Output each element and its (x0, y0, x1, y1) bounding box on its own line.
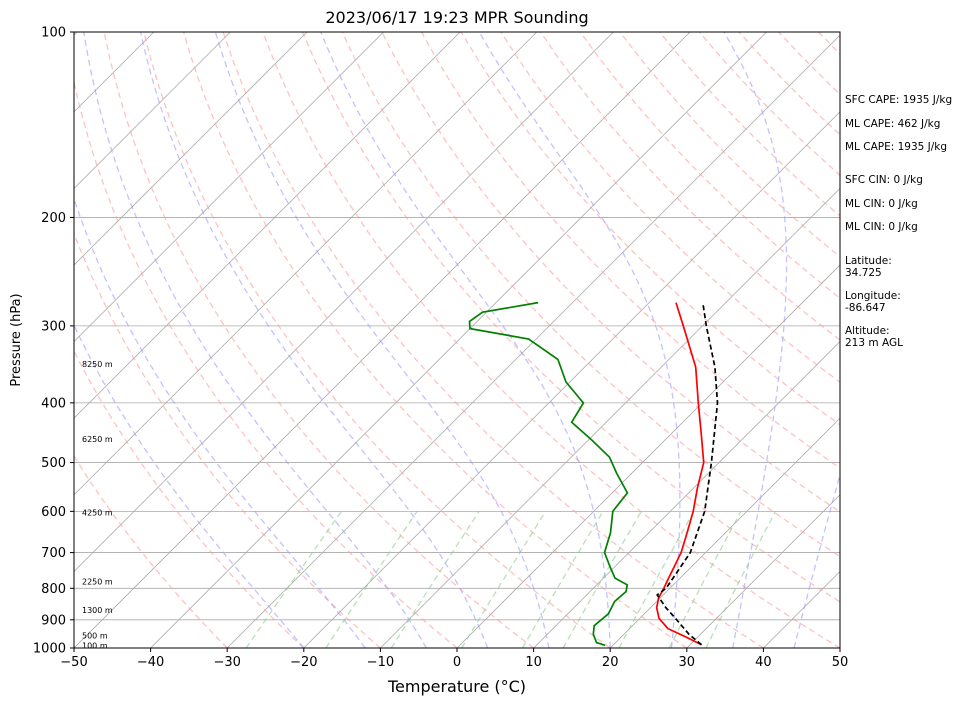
isotherm-line (74, 32, 384, 343)
isotherm-line (74, 32, 691, 648)
moist-adiabat-line (214, 32, 550, 648)
height-label: 100 m (82, 641, 108, 650)
isotherm-line (609, 417, 840, 648)
x-tick-label: −40 (137, 655, 164, 670)
dry-adiabat-line (262, 32, 840, 648)
sfc-cin-label: SFC CIN: 0 J/kg (845, 174, 923, 186)
x-tick-label: −10 (367, 655, 394, 670)
isotherm-line (686, 494, 840, 648)
mixing-ratio-line (562, 510, 642, 648)
y-tick-label: 800 (41, 582, 66, 597)
isotherm-line (533, 341, 840, 648)
moist-adiabat-line (793, 472, 840, 648)
dry-adiabat-line (74, 349, 305, 648)
isotherm-line (74, 32, 461, 419)
x-tick-label: 30 (679, 655, 696, 670)
isotherm-line (150, 32, 767, 648)
dry-adiabat-line (103, 32, 534, 648)
y-tick-label: 500 (41, 456, 66, 471)
isotherm-line (456, 264, 840, 648)
mixing-ratio-line (245, 510, 342, 648)
temperature-line (655, 302, 705, 646)
sfc-cape-label: SFC CAPE: 1935 J/kg (845, 94, 953, 106)
dewpoint-line (468, 301, 629, 647)
ml-cin-label: ML CIN: 0 J/kg (845, 198, 918, 210)
isotherm-line (303, 111, 840, 648)
x-tick-label: 40 (755, 655, 772, 670)
chart-title: 2023/06/17 19:23 MPR Sounding (325, 8, 589, 27)
isotherm-line (74, 32, 308, 266)
background-lines (0, 32, 840, 648)
plot-frame (73, 31, 841, 649)
isotherm-line (74, 32, 538, 496)
x-tick-label: −50 (60, 655, 87, 670)
height-label: 1300 m (82, 606, 113, 615)
ml-cin-label-2: ML CIN: 0 J/kg (845, 221, 918, 233)
x-tick-label: 0 (453, 655, 461, 670)
height-label: 6250 m (82, 435, 113, 444)
height-label: 2250 m (82, 578, 113, 587)
axes: −50 −40 −30 −20 −10 0 10 20 30 40 50 1000 900 800 700 6… (9, 26, 848, 697)
y-tick-label: 1000 (33, 642, 66, 657)
mixing-ratio-line (521, 510, 604, 648)
y-tick-label: 300 (41, 319, 66, 334)
y-tick-label: 900 (41, 613, 66, 628)
sounding-traces (468, 301, 719, 647)
mixing-ratio-line (705, 510, 777, 648)
isotherm-line (226, 34, 840, 648)
dry-adiabat-line (74, 79, 458, 648)
ml-cape-label-2: ML CAPE: 1935 J/kg (845, 141, 948, 153)
dry-adiabat-line (143, 32, 611, 648)
mixing-ratio-line (325, 510, 418, 648)
dry-adiabat-line (74, 454, 228, 648)
y-tick-label: 700 (41, 546, 66, 561)
x-tick-label: −20 (290, 655, 317, 670)
altitude-label: Altitude: 213 m AGL (845, 325, 903, 349)
moist-adiabat-line (478, 32, 681, 648)
latitude-label: Latitude: 34.725 (845, 255, 892, 279)
x-axis-label: Temperature (°C) (387, 677, 526, 696)
dry-adiabat-line (74, 231, 381, 648)
moist-adiabat-line (83, 32, 427, 648)
mixing-ratio-line (461, 510, 547, 648)
moist-adiabat-line (320, 32, 611, 648)
dry-adiabat-line (182, 32, 688, 648)
mixing-ratio-line (390, 510, 480, 648)
mixing-ratio-line (668, 510, 742, 648)
dry-adiabat-line (222, 32, 764, 648)
x-tick-label: −30 (213, 655, 240, 670)
height-label: 8250 m (82, 360, 113, 369)
dry-adiabat-line (579, 32, 840, 300)
y-tick-label: 600 (41, 505, 66, 520)
moist-adiabat-line (74, 196, 366, 648)
ml-cape-label: ML CAPE: 462 J/kg (845, 118, 941, 130)
isotherm-line (74, 32, 231, 189)
x-tick-label: 20 (602, 655, 619, 670)
y-tick-label: 400 (41, 396, 66, 411)
isotherm-line (0, 32, 1, 648)
y-tick-label: 100 (41, 26, 66, 41)
longitude-label: Longitude: -86.647 (845, 290, 901, 314)
parcel-line (656, 302, 719, 646)
y-tick-label: 200 (41, 211, 66, 226)
height-label: 500 m (82, 632, 108, 641)
x-tick-label: 50 (832, 655, 849, 670)
mixing-ratio-line (618, 510, 695, 648)
y-axis-label: Pressure (hPa) (9, 293, 24, 386)
moist-adiabat-line (723, 32, 788, 648)
height-label: 4250 m (82, 509, 113, 518)
isotherm-line (74, 32, 614, 572)
x-tick-label: 10 (525, 655, 542, 670)
